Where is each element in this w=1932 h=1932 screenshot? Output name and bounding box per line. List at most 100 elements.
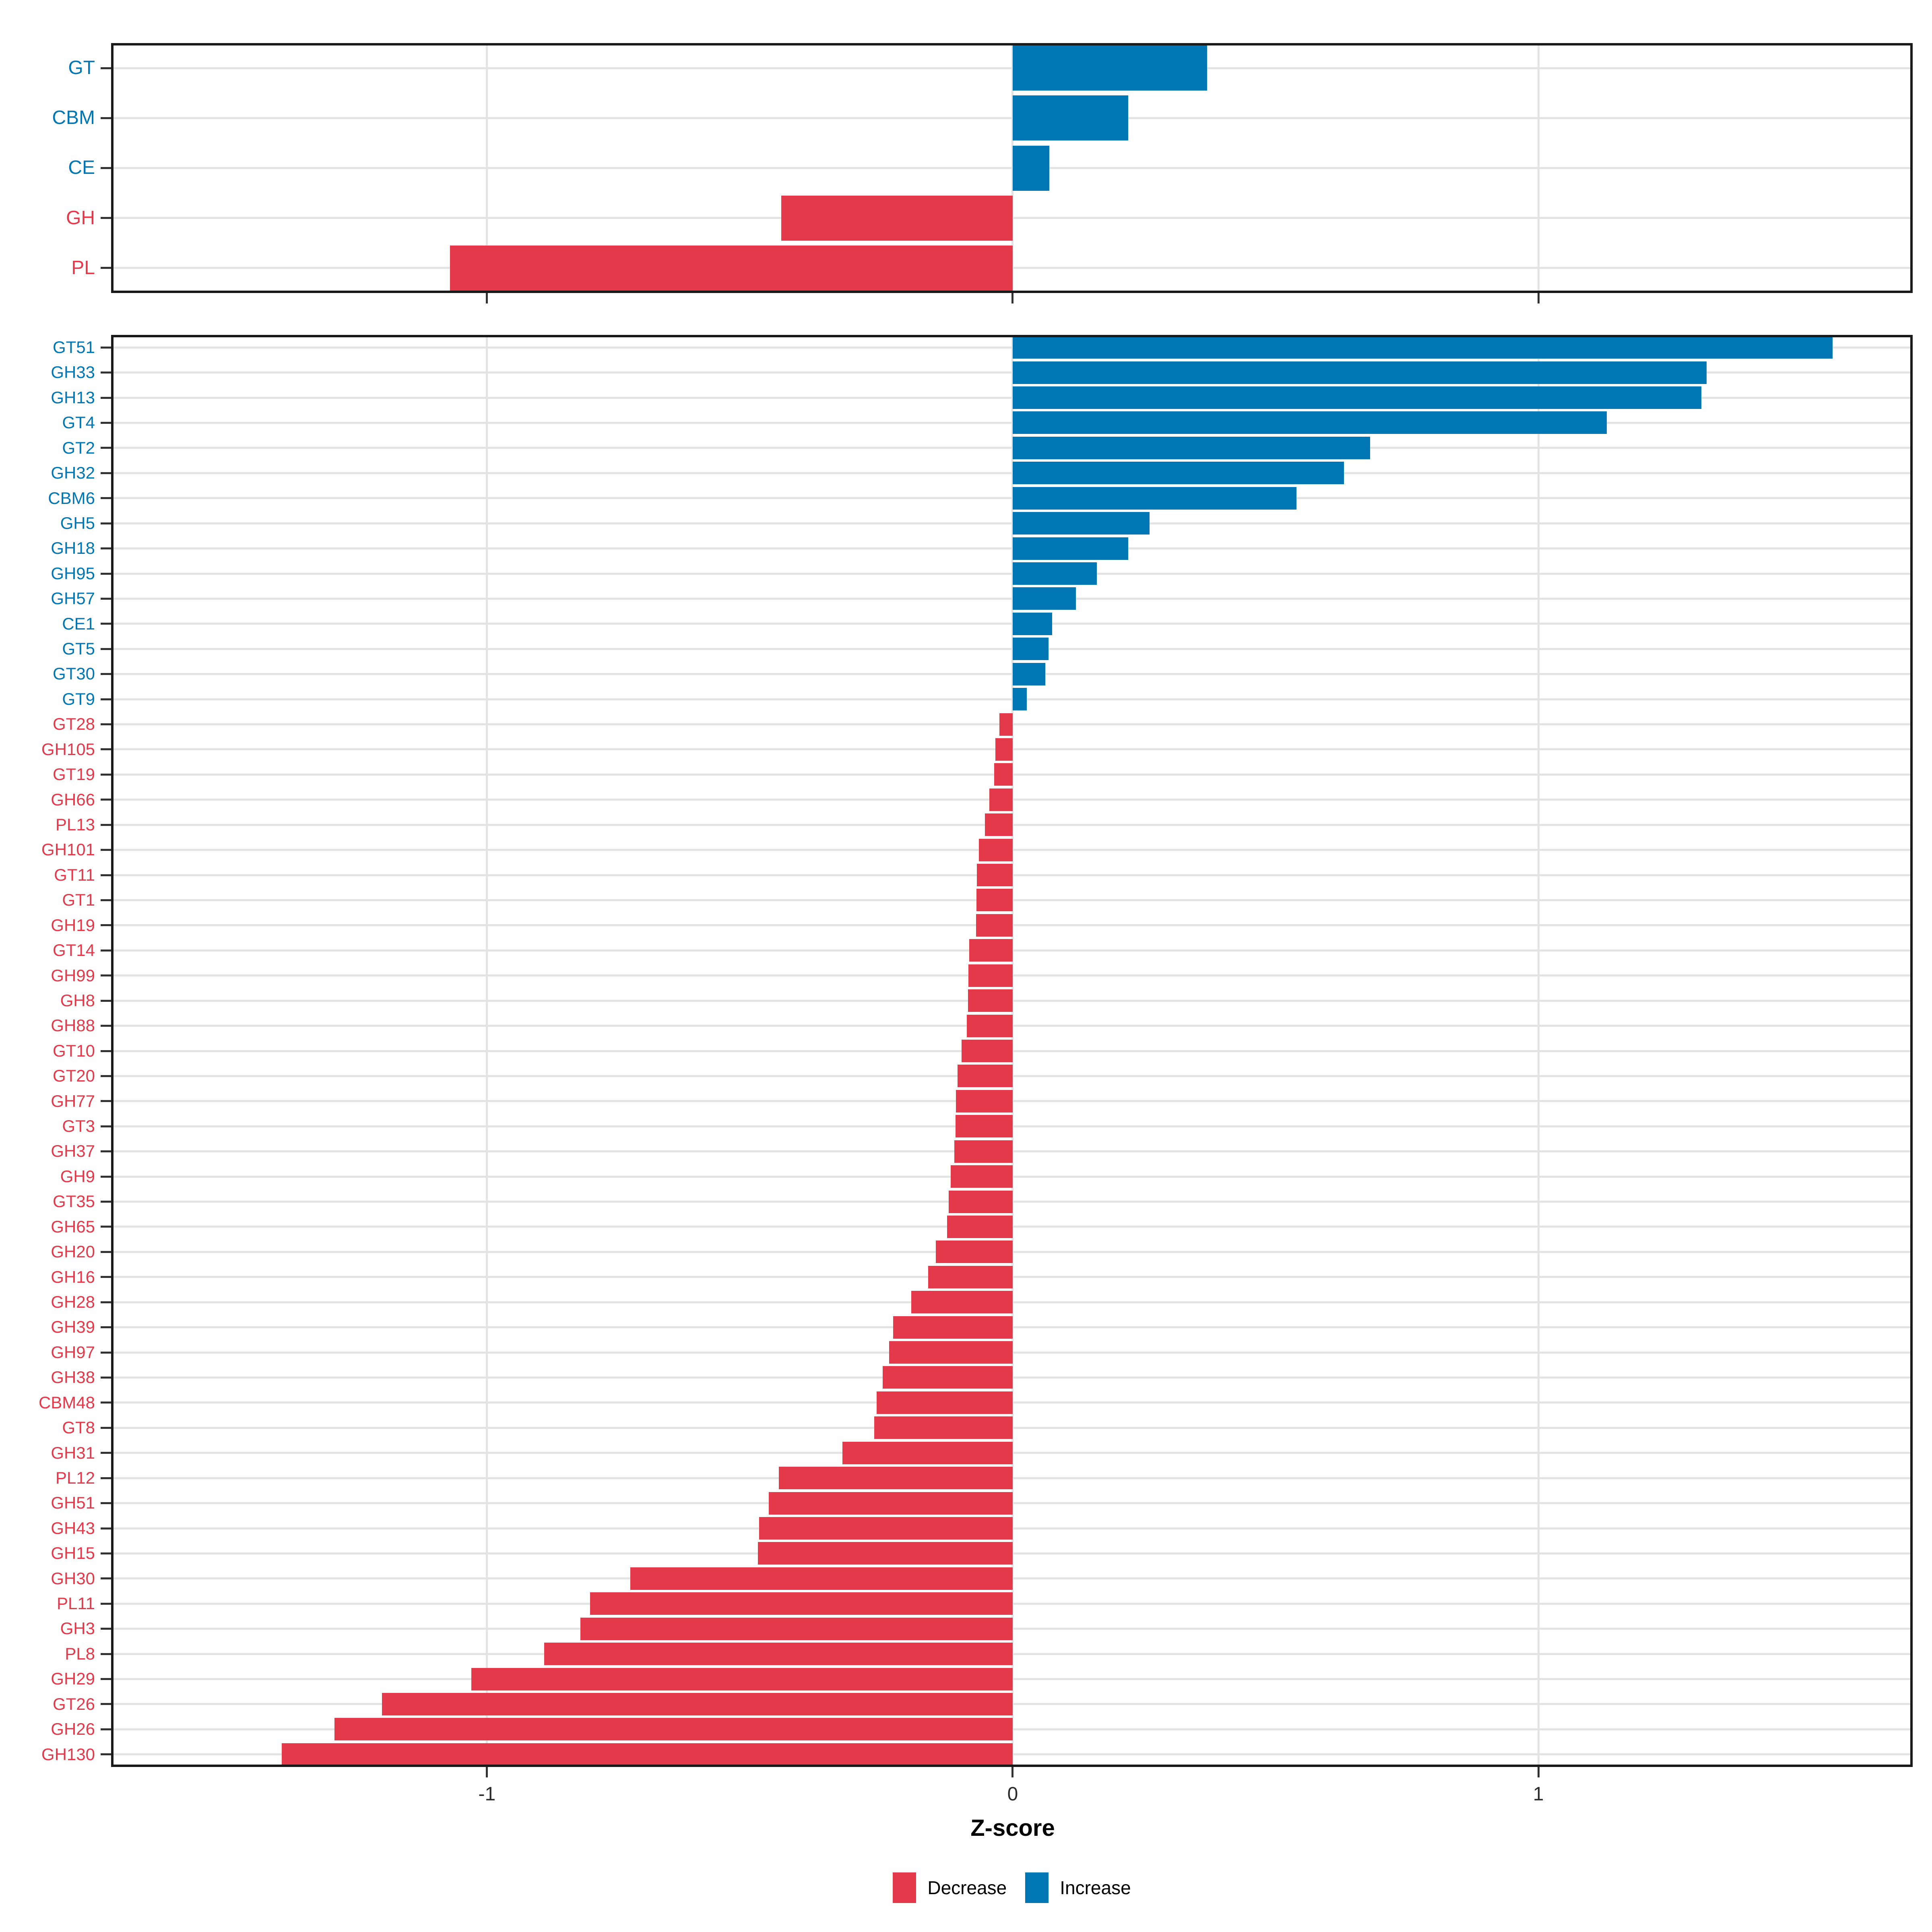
y-tick-mark [101, 623, 111, 625]
bar-GT1 [976, 889, 1013, 912]
bar-GH88 [967, 1014, 1013, 1037]
gridline-row [111, 472, 1913, 474]
y-tick-mark [101, 372, 111, 374]
category-label-GH31: GH31 [51, 1443, 95, 1462]
y-tick-mark [101, 1703, 111, 1705]
category-label-GT10: GT10 [52, 1041, 95, 1060]
y-tick-mark [101, 748, 111, 751]
bar-GH43 [759, 1517, 1013, 1540]
y-tick-mark [101, 1426, 111, 1429]
category-label-GT20: GT20 [52, 1066, 95, 1086]
category-label-GH: GH [66, 207, 95, 229]
y-tick-mark [101, 1653, 111, 1655]
category-label-GH88: GH88 [51, 1016, 95, 1035]
bar-GH105 [995, 738, 1013, 761]
category-label-GH3: GH3 [60, 1619, 95, 1638]
category-label-GT8: GT8 [62, 1418, 95, 1437]
category-label-GH101: GH101 [41, 840, 95, 859]
y-tick-mark [101, 547, 111, 550]
gridline-row [111, 167, 1913, 169]
category-label-GT28: GT28 [52, 714, 95, 734]
y-tick-mark [101, 1678, 111, 1680]
category-label-GH77: GH77 [51, 1091, 95, 1110]
bar-PL [450, 245, 1013, 291]
bar-PL13 [985, 813, 1013, 836]
y-tick-mark [101, 1628, 111, 1630]
gridline-row [111, 497, 1913, 500]
bar-GH37 [954, 1140, 1013, 1163]
bar-GT3 [955, 1115, 1013, 1138]
bar-GH26 [334, 1718, 1013, 1741]
bar-GH51 [768, 1492, 1013, 1515]
bar-GH16 [928, 1265, 1013, 1288]
x-axis-title: Z-score [970, 1815, 1055, 1841]
y-tick-mark [101, 1577, 111, 1580]
legend-label-increase: Increase [1060, 1877, 1131, 1898]
bar-GH130 [282, 1743, 1013, 1766]
y-tick-mark [101, 421, 111, 424]
gridline-row [111, 673, 1913, 675]
category-label-GH105: GH105 [41, 739, 95, 759]
x-tick-label-0: 0 [1007, 1783, 1018, 1805]
legend-swatch-decrease [893, 1872, 916, 1903]
y-tick-mark [101, 67, 111, 69]
y-tick-mark [101, 472, 111, 474]
category-label-GH5: GH5 [60, 513, 95, 533]
category-label-CBM48: CBM48 [38, 1393, 95, 1412]
bar-GT26 [382, 1693, 1013, 1715]
bar-CBM [1012, 95, 1129, 141]
category-label-GT4: GT4 [62, 413, 95, 432]
y-tick-mark [101, 1326, 111, 1329]
category-label-GT: GT [68, 57, 95, 78]
y-tick-mark [101, 673, 111, 675]
category-label-GH97: GH97 [51, 1342, 95, 1362]
bar-PL12 [778, 1467, 1013, 1490]
category-label-GT35: GT35 [52, 1192, 95, 1211]
bar-GH9 [950, 1165, 1013, 1188]
y-tick-mark [101, 217, 111, 219]
gridline-row [111, 698, 1913, 700]
legend-swatch-increase [1025, 1872, 1049, 1903]
category-label-GH26: GH26 [51, 1719, 95, 1739]
bar-CBM6 [1012, 487, 1297, 510]
category-label-GT1: GT1 [62, 890, 95, 910]
y-tick-mark [101, 1351, 111, 1354]
y-tick-mark [101, 1226, 111, 1228]
x-tick-mark [486, 1767, 488, 1777]
bar-GH8 [968, 989, 1013, 1012]
bar-GT8 [874, 1416, 1013, 1439]
category-label-GT11: GT11 [54, 865, 95, 884]
category-label-PL11: PL11 [57, 1594, 95, 1613]
y-tick-mark [101, 1502, 111, 1505]
bar-CE [1012, 145, 1050, 191]
gridline-row [111, 522, 1913, 524]
category-label-CBM6: CBM6 [48, 488, 95, 508]
y-tick-mark [101, 648, 111, 650]
bar-GH77 [956, 1090, 1013, 1113]
y-tick-mark [101, 1753, 111, 1756]
category-label-GH33: GH33 [51, 363, 95, 382]
gridline-row [111, 396, 1913, 399]
category-label-GH66: GH66 [51, 790, 95, 809]
y-tick-mark [101, 1175, 111, 1178]
bar-GH29 [471, 1668, 1013, 1690]
category-label-GH19: GH19 [51, 915, 95, 935]
x-tick-label--1: -1 [478, 1783, 496, 1805]
bar-GH99 [968, 964, 1013, 987]
gridline-row [111, 346, 1913, 349]
y-tick-mark [101, 1075, 111, 1077]
bar-GH13 [1012, 386, 1701, 409]
gridline-row [111, 372, 1913, 374]
bar-GH28 [911, 1291, 1013, 1314]
bar-GT19 [994, 763, 1013, 786]
gridline-row [111, 421, 1913, 424]
bar-GT [1012, 45, 1208, 91]
bar-GH15 [758, 1542, 1013, 1565]
category-label-GH8: GH8 [60, 991, 95, 1010]
bar-GH32 [1012, 462, 1344, 485]
y-tick-mark [101, 799, 111, 801]
bar-GT14 [969, 939, 1013, 962]
legend-item-increase: Increase [1025, 1872, 1131, 1903]
category-label-GT14: GT14 [52, 941, 95, 960]
